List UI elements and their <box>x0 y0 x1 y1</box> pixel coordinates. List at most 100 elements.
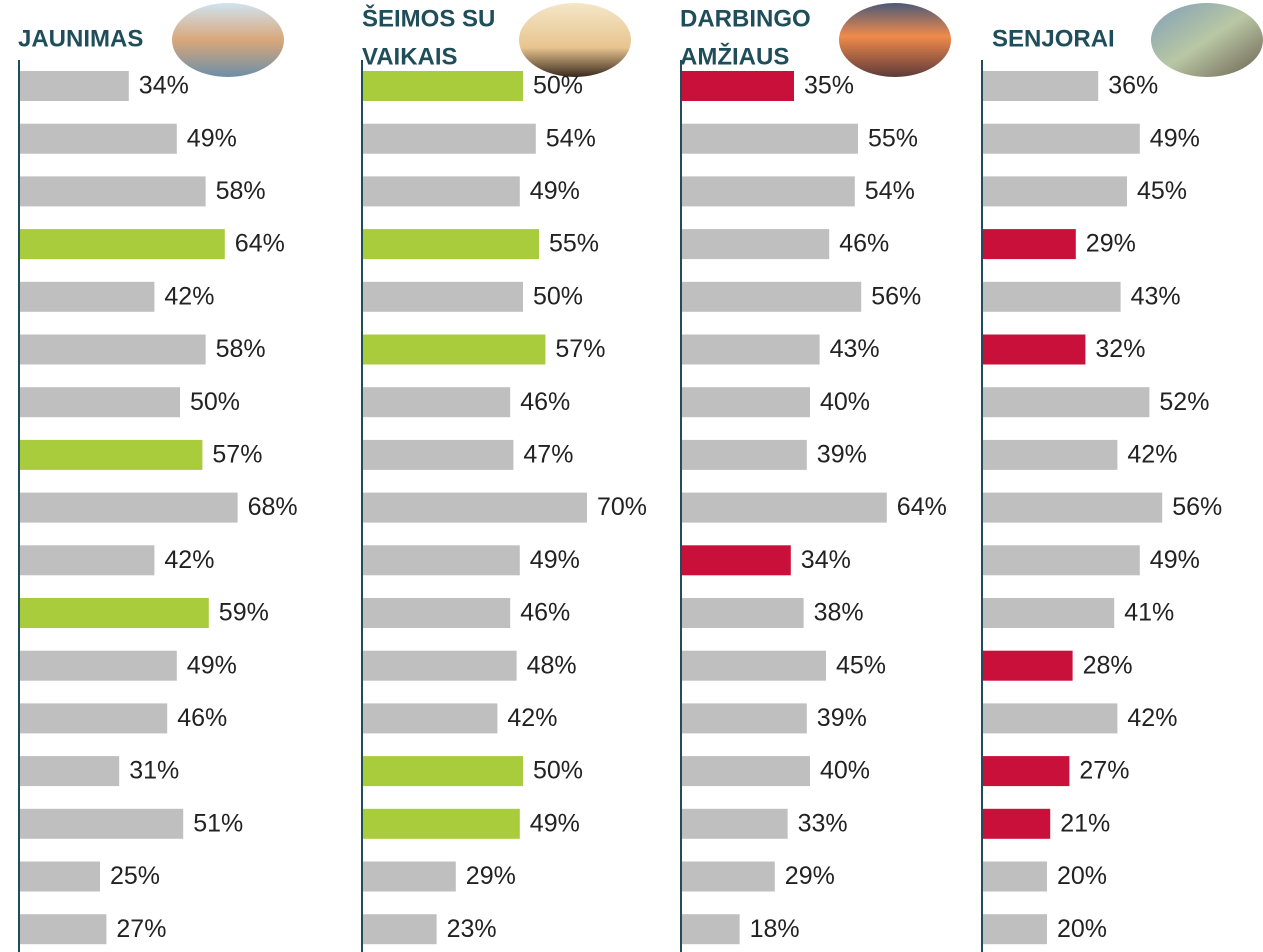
value-label: 46% <box>177 704 227 732</box>
bar <box>983 176 1127 206</box>
value-label: 64% <box>897 493 947 521</box>
value-label: 46% <box>520 599 570 627</box>
bar <box>682 545 791 575</box>
value-label: 70% <box>597 493 647 521</box>
bar <box>983 598 1114 628</box>
bar <box>682 651 826 681</box>
bar <box>20 387 180 417</box>
bar <box>363 176 520 206</box>
panel-title: VAIKAIS <box>362 43 458 70</box>
bar <box>682 703 807 733</box>
value-label: 49% <box>187 651 237 679</box>
panel-title: AMŽIAUS <box>680 42 789 70</box>
bar <box>20 124 177 154</box>
value-label: 49% <box>1150 124 1200 152</box>
value-label: 34% <box>139 72 189 100</box>
value-label: 39% <box>817 441 867 469</box>
bar <box>363 651 517 681</box>
bar <box>682 914 740 944</box>
value-label: 20% <box>1057 915 1107 943</box>
value-label: 49% <box>530 177 580 205</box>
bar <box>682 862 775 892</box>
bar <box>20 703 167 733</box>
value-label: 49% <box>187 124 237 152</box>
panel-title: ŠEIMOS SU <box>362 4 495 32</box>
value-label: 39% <box>817 704 867 732</box>
bar <box>20 598 209 628</box>
bar <box>983 545 1140 575</box>
bar <box>20 176 206 206</box>
value-label: 55% <box>549 230 599 258</box>
bar <box>983 862 1047 892</box>
bar <box>363 598 510 628</box>
value-label: 48% <box>527 651 577 679</box>
value-label: 55% <box>868 124 918 152</box>
value-label: 49% <box>1150 546 1200 574</box>
bar <box>682 809 788 839</box>
value-label: 42% <box>164 546 214 574</box>
value-label: 29% <box>785 862 835 890</box>
bar <box>682 282 861 312</box>
bar <box>363 387 510 417</box>
bar <box>363 440 513 470</box>
value-label: 64% <box>235 230 285 258</box>
value-label: 42% <box>507 704 557 732</box>
bar <box>363 229 539 259</box>
value-label: 23% <box>447 915 497 943</box>
value-label: 50% <box>533 757 583 785</box>
bar <box>983 124 1140 154</box>
value-label: 57% <box>212 441 262 469</box>
bar <box>682 229 829 259</box>
value-label: 40% <box>820 388 870 416</box>
value-label: 50% <box>533 282 583 310</box>
bar <box>363 124 536 154</box>
bar <box>983 282 1121 312</box>
value-label: 36% <box>1108 72 1158 100</box>
value-label: 18% <box>750 915 800 943</box>
bar <box>20 651 177 681</box>
value-label: 50% <box>190 388 240 416</box>
bar <box>363 862 456 892</box>
bar <box>682 71 794 101</box>
panel-title: SENJORAI <box>992 25 1115 52</box>
value-label: 54% <box>865 177 915 205</box>
bar <box>20 335 206 365</box>
value-label: 31% <box>129 757 179 785</box>
value-label: 45% <box>1137 177 1187 205</box>
bar <box>363 71 523 101</box>
value-label: 51% <box>193 809 243 837</box>
value-label: 45% <box>836 651 886 679</box>
value-label: 50% <box>533 72 583 100</box>
value-label: 59% <box>219 599 269 627</box>
value-label: 21% <box>1060 809 1110 837</box>
bar <box>363 335 545 365</box>
bar <box>363 703 497 733</box>
value-label: 41% <box>1124 599 1174 627</box>
bar <box>983 756 1069 786</box>
photo <box>839 3 951 77</box>
photo <box>519 3 631 77</box>
bar <box>983 703 1117 733</box>
value-label: 42% <box>1127 704 1177 732</box>
chart: JAUNIMAS34%49%58%64%42%58%50%57%68%42%59… <box>0 0 1263 952</box>
bar <box>20 809 183 839</box>
bar <box>682 124 858 154</box>
bar <box>682 176 855 206</box>
value-label: 56% <box>1172 493 1222 521</box>
bar <box>682 387 810 417</box>
bar <box>20 282 154 312</box>
value-label: 29% <box>466 862 516 890</box>
value-label: 42% <box>164 282 214 310</box>
value-label: 58% <box>216 177 266 205</box>
bar <box>682 440 807 470</box>
bar <box>20 756 119 786</box>
value-label: 35% <box>804 72 854 100</box>
value-label: 34% <box>801 546 851 574</box>
value-label: 49% <box>530 809 580 837</box>
bar <box>20 229 225 259</box>
bar <box>20 493 238 523</box>
value-label: 29% <box>1086 230 1136 258</box>
bar <box>682 335 820 365</box>
panel-title: DARBINGO <box>680 5 811 32</box>
value-label: 40% <box>820 757 870 785</box>
